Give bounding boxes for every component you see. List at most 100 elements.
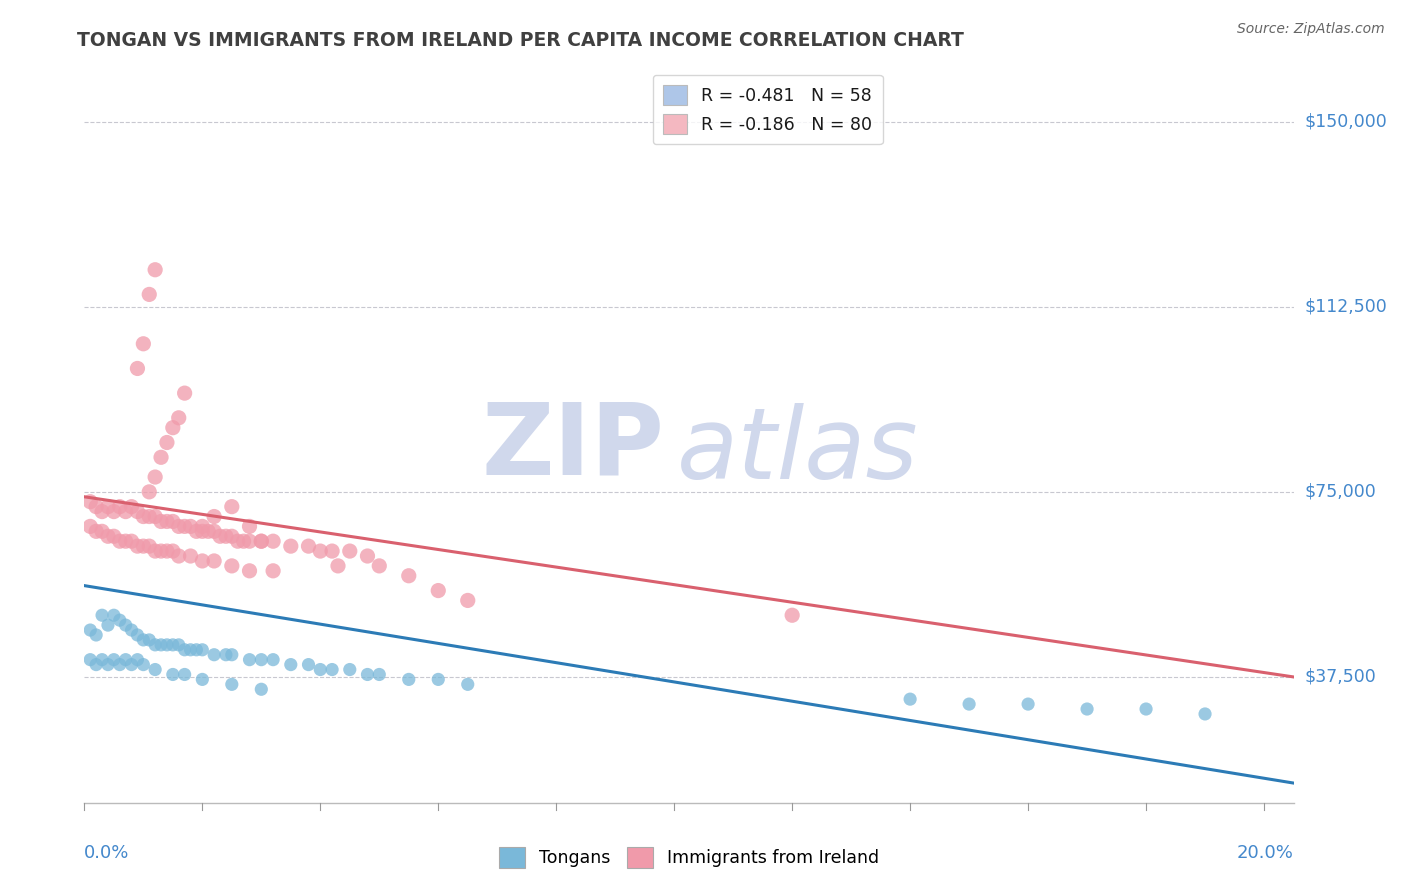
Point [202, 509, 225, 524]
Point [114, 653, 136, 667]
Text: atlas: atlas [676, 402, 918, 500]
Point [156, 544, 179, 558]
Point [150, 450, 173, 465]
Point [957, 697, 980, 711]
Point [202, 554, 225, 568]
Point [457, 677, 479, 691]
Point [121, 534, 143, 549]
Point [121, 623, 143, 637]
Text: $150,000: $150,000 [1305, 112, 1388, 130]
Point [114, 534, 136, 549]
Point [339, 663, 361, 677]
Point [121, 500, 143, 514]
Point [108, 500, 131, 514]
Point [221, 558, 243, 573]
Point [202, 524, 225, 539]
Point [1135, 702, 1157, 716]
Point [138, 539, 160, 553]
Point [84, 524, 107, 539]
Point [156, 515, 179, 529]
Point [132, 509, 155, 524]
Point [138, 287, 160, 301]
Point [127, 539, 149, 553]
Point [339, 544, 361, 558]
Point [127, 361, 149, 376]
Point [1017, 697, 1039, 711]
Point [138, 632, 160, 647]
Point [108, 613, 131, 627]
Text: Source: ZipAtlas.com: Source: ZipAtlas.com [1237, 22, 1385, 37]
Point [143, 509, 166, 524]
Text: TONGAN VS IMMIGRANTS FROM IRELAND PER CAPITA INCOME CORRELATION CHART: TONGAN VS IMMIGRANTS FROM IRELAND PER CA… [77, 31, 965, 50]
Point [326, 558, 349, 573]
Point [180, 549, 202, 563]
Point [208, 529, 231, 543]
Point [191, 642, 214, 657]
Point [321, 544, 343, 558]
Point [238, 564, 260, 578]
Point [103, 505, 125, 519]
Point [250, 534, 273, 549]
Point [191, 519, 214, 533]
Point [79, 653, 101, 667]
Point [79, 623, 101, 637]
Point [238, 653, 260, 667]
Point [238, 534, 260, 549]
Point [162, 667, 184, 681]
Point [143, 663, 166, 677]
Point [186, 642, 208, 657]
Point [143, 544, 166, 558]
Point [127, 505, 149, 519]
Point [132, 539, 155, 553]
Point [79, 519, 101, 533]
Point [108, 534, 131, 549]
Point [191, 554, 214, 568]
Text: $37,500: $37,500 [1305, 668, 1376, 686]
Point [132, 657, 155, 672]
Point [173, 642, 195, 657]
Point [309, 544, 332, 558]
Point [167, 410, 190, 425]
Point [162, 544, 184, 558]
Legend: R = -0.481   N = 58, R = -0.186   N = 80: R = -0.481 N = 58, R = -0.186 N = 80 [652, 75, 883, 145]
Point [150, 544, 173, 558]
Point [262, 564, 284, 578]
Point [121, 657, 143, 672]
Point [221, 500, 243, 514]
Point [197, 524, 219, 539]
Point [191, 673, 214, 687]
Point [186, 524, 208, 539]
Point [215, 648, 238, 662]
Point [238, 519, 260, 533]
Point [97, 657, 120, 672]
Point [1076, 702, 1098, 716]
Point [138, 484, 160, 499]
Point [97, 529, 120, 543]
Text: $75,000: $75,000 [1305, 483, 1376, 500]
Text: 0.0%: 0.0% [84, 844, 129, 862]
Point [127, 628, 149, 642]
Point [1194, 706, 1216, 721]
Point [898, 692, 921, 706]
Point [191, 524, 214, 539]
Point [143, 470, 166, 484]
Point [84, 500, 107, 514]
Point [79, 494, 101, 508]
Point [132, 336, 155, 351]
Text: ZIP: ZIP [482, 399, 665, 496]
Point [427, 583, 450, 598]
Point [91, 608, 114, 623]
Point [368, 667, 391, 681]
Point [167, 638, 190, 652]
Point [280, 539, 302, 553]
Point [132, 632, 155, 647]
Point [356, 549, 378, 563]
Point [84, 628, 107, 642]
Point [250, 682, 273, 697]
Point [398, 568, 420, 582]
Point [250, 534, 273, 549]
Text: 20.0%: 20.0% [1237, 844, 1294, 862]
Point [108, 657, 131, 672]
Point [173, 519, 195, 533]
Point [162, 515, 184, 529]
